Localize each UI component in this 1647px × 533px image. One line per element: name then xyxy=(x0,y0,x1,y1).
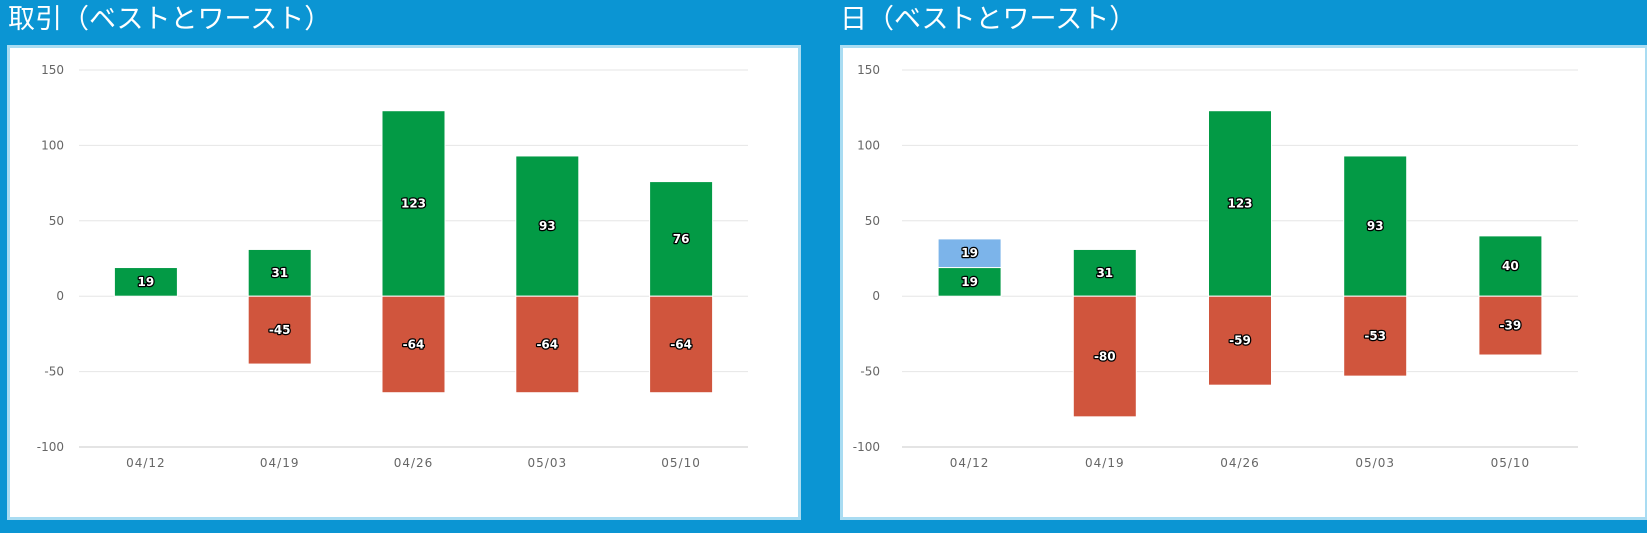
bar xyxy=(649,181,714,297)
trades-chart-frame: 150 100 50 0 -50 -100 19 04/12 31 -45 04/19 123 -64 0… xyxy=(7,45,801,520)
bar xyxy=(1478,295,1543,356)
y-tick-label: -100 xyxy=(853,440,880,454)
data-label: -53 xyxy=(1364,329,1386,343)
data-label: -59 xyxy=(1229,334,1251,348)
data-label: 19 xyxy=(961,246,978,260)
chart-title: 取引（ベストとワースト） xyxy=(8,4,332,35)
y-tick-label: -50 xyxy=(860,365,880,379)
bar xyxy=(937,238,1002,269)
data-label: -64 xyxy=(403,337,425,351)
y-tick-label: -50 xyxy=(44,365,64,379)
trades-best-worst-panel: 取引（ベストとワースト） 150 100 50 0 -50 -100 19 04/12 31 -4… xyxy=(0,0,808,533)
bar xyxy=(247,295,312,365)
bar xyxy=(937,267,1002,297)
bar xyxy=(247,248,312,297)
data-label: 93 xyxy=(539,219,556,233)
data-label: 19 xyxy=(138,275,155,289)
x-tick-label: 04/12 xyxy=(950,456,990,470)
bar xyxy=(113,267,178,297)
y-tick-label: 150 xyxy=(41,63,64,77)
data-label: -39 xyxy=(1500,319,1522,333)
bar xyxy=(381,110,446,297)
data-label: -64 xyxy=(536,337,558,351)
bar xyxy=(1343,295,1408,377)
bar xyxy=(515,155,580,297)
y-tick-label: -100 xyxy=(37,440,64,454)
x-tick-label: 05/10 xyxy=(1491,456,1531,470)
x-tick-label: 05/03 xyxy=(528,456,568,470)
bar xyxy=(515,295,580,394)
data-label: 123 xyxy=(401,196,426,210)
y-tick-label: 0 xyxy=(56,289,64,303)
trades-bar-chart: 150 100 50 0 -50 -100 19 04/12 31 -45 04/19 123 -64 0… xyxy=(37,63,748,470)
data-label: -80 xyxy=(1094,350,1116,364)
bar xyxy=(1072,295,1137,418)
x-tick-label: 05/10 xyxy=(661,456,701,470)
days-bar-chart: 150 100 50 0 -50 -100 19 19 04/12 31 -80 04/19 123 -5… xyxy=(853,63,1578,470)
days-chart-frame: 150 100 50 0 -50 -100 19 19 04/12 31 -80 04/19 123 -5… xyxy=(840,45,1647,520)
bar xyxy=(1072,248,1137,297)
bar xyxy=(381,295,446,394)
data-label: 93 xyxy=(1367,219,1384,233)
data-label: -45 xyxy=(269,323,291,337)
data-label: 123 xyxy=(1227,196,1252,210)
y-tick-label: 150 xyxy=(857,63,880,77)
data-label: 40 xyxy=(1502,259,1519,273)
y-tick-label: 100 xyxy=(857,138,880,152)
y-tick-label: 0 xyxy=(872,289,880,303)
days-best-worst-panel: 日（ベストとワースト） 150 100 50 0 -50 -100 19 19 04/12 31 -… xyxy=(840,0,1647,533)
x-tick-label: 04/19 xyxy=(1085,456,1125,470)
data-label: 31 xyxy=(271,266,288,280)
data-label: -64 xyxy=(670,337,692,351)
data-label: 19 xyxy=(961,275,978,289)
y-tick-label: 50 xyxy=(49,214,64,228)
x-tick-label: 05/03 xyxy=(1355,456,1395,470)
y-tick-label: 100 xyxy=(41,138,64,152)
bar xyxy=(1208,110,1272,297)
x-tick-label: 04/26 xyxy=(394,456,434,470)
data-label: 31 xyxy=(1096,266,1113,280)
x-tick-label: 04/19 xyxy=(260,456,300,470)
chart-title: 日（ベストとワースト） xyxy=(840,4,1137,35)
y-tick-label: 50 xyxy=(865,214,880,228)
x-tick-label: 04/12 xyxy=(126,456,166,470)
bar xyxy=(1478,235,1543,297)
data-label: 76 xyxy=(673,232,690,246)
bar xyxy=(1343,155,1408,297)
x-tick-label: 04/26 xyxy=(1220,456,1260,470)
bar xyxy=(1208,295,1272,386)
bar xyxy=(649,295,714,394)
